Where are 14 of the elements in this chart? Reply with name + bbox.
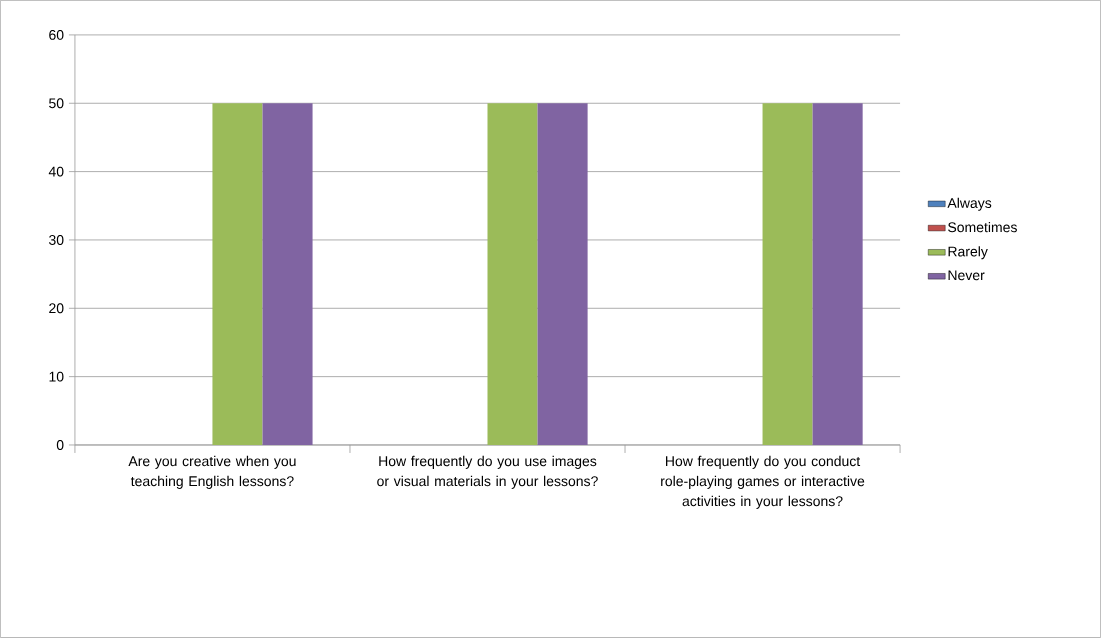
y-tick-label: 30 bbox=[49, 235, 64, 245]
legend-label: Never bbox=[948, 270, 985, 281]
x-tick-label: Are you creative when you teaching English lessons? bbox=[128, 455, 296, 489]
y-tick-label: 40 bbox=[48, 166, 64, 177]
y-tick-label: 20 bbox=[49, 303, 64, 314]
legend-label: Sometimes bbox=[948, 222, 1017, 233]
legend-label: Rarely bbox=[948, 246, 988, 260]
y-tick-label: 0 bbox=[56, 440, 64, 450]
legend-label: Always bbox=[947, 197, 992, 211]
y-tick-label: 50 bbox=[49, 98, 64, 109]
x-tick-label: How frequently do you conduct role-playing games or interactive activities in your lessons? bbox=[661, 455, 865, 509]
y-tick-label: 60 bbox=[49, 29, 64, 40]
y-tick-label: 10 bbox=[49, 371, 64, 382]
x-tick-label: How frequently do you use images or visual materials in your lessons? bbox=[377, 455, 598, 489]
